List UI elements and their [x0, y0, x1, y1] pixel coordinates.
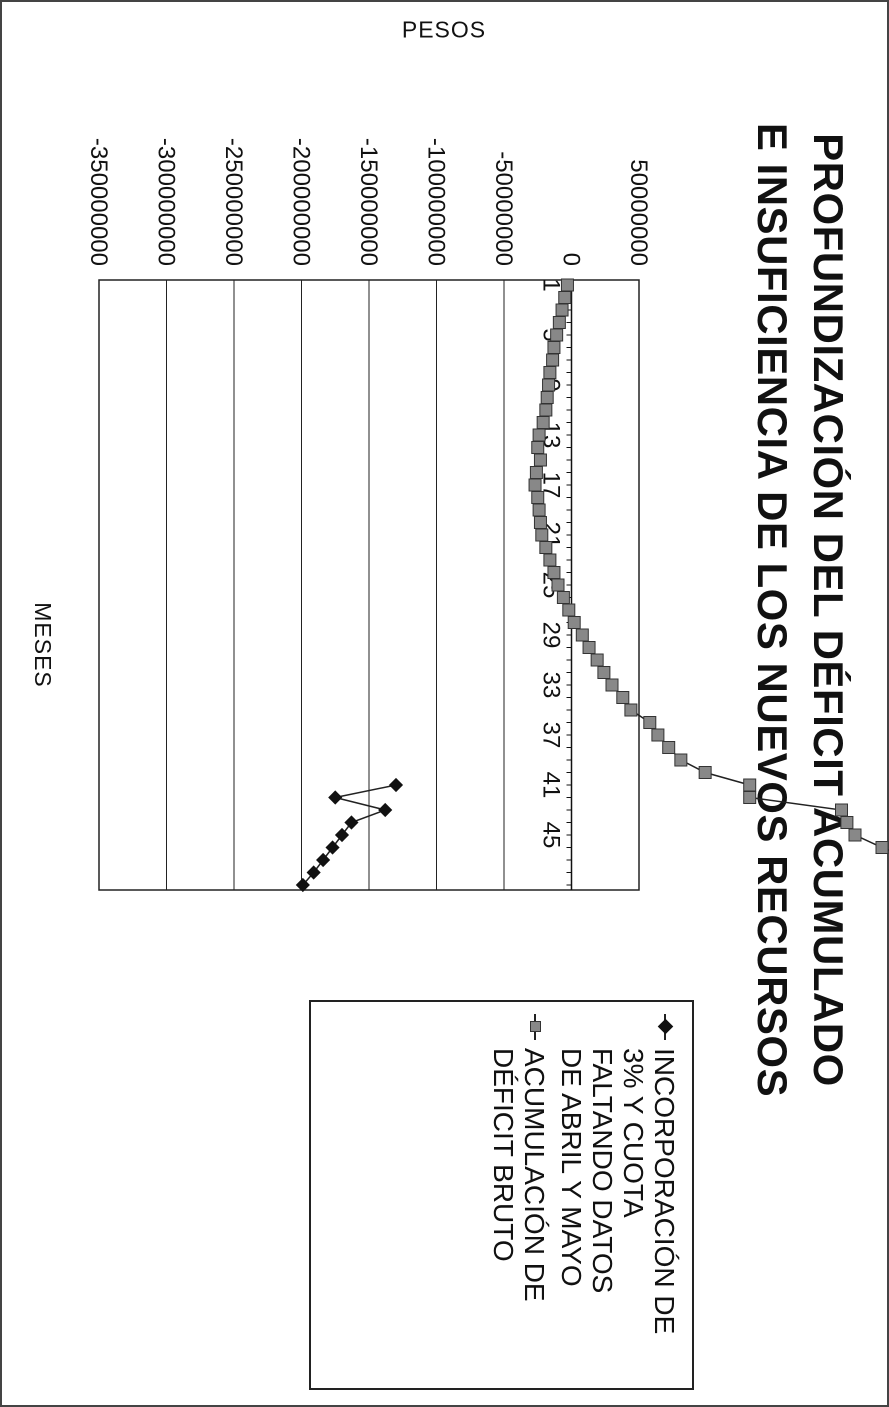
y-tick-label: 50000000: [625, 159, 652, 266]
data-point-square: [643, 716, 657, 729]
data-point-square: [543, 366, 557, 379]
data-point-square: [555, 303, 569, 317]
x-tick-label: 41: [538, 772, 565, 799]
legend-line-text: INCORPORACIÓN DE: [649, 1048, 680, 1335]
data-point-square: [597, 666, 611, 679]
data-point-square: [533, 516, 547, 529]
legend-line-text: ACUMULACIÓN DE: [519, 1048, 550, 1302]
data-point-square: [835, 803, 848, 817]
data-point-square: [539, 541, 553, 554]
legend-line-text: DE ABRIL Y MAYO: [556, 1048, 587, 1287]
data-point-square: [848, 828, 862, 842]
legend-diamond-marker: [657, 1018, 674, 1035]
y-tick-label: 0: [558, 253, 585, 266]
data-point-square: [546, 353, 560, 367]
data-point-diamond: [325, 840, 340, 855]
data-point-diamond: [378, 802, 393, 818]
data-point-square: [540, 391, 554, 404]
data-point-square: [674, 753, 688, 767]
legend-label-series-2: ACUMULACIÓN DE DÉFICIT BRUTO: [488, 1048, 550, 1384]
y-tick-label: -100000000: [423, 138, 450, 266]
data-point-square: [539, 403, 553, 417]
data-point-square: [560, 278, 574, 292]
data-point-square: [542, 378, 556, 392]
data-point-diamond: [306, 865, 321, 880]
legend-line-text: FALTANDO DATOS: [587, 1048, 618, 1294]
data-point-square: [590, 653, 604, 667]
data-point-square: [582, 641, 596, 654]
data-point-diamond: [344, 815, 359, 830]
x-tick-label: 33: [538, 672, 565, 699]
legend-line-text: 3% Y CUOTA: [618, 1048, 649, 1218]
data-point-square: [743, 791, 757, 804]
x-tick-label: 29: [538, 622, 565, 649]
data-point-square: [551, 578, 565, 592]
data-point-diamond: [334, 827, 350, 843]
legend-square-marker: [530, 1021, 541, 1032]
data-point-square: [536, 416, 550, 429]
y-tick-label: -300000000: [153, 138, 180, 266]
data-point-square: [531, 441, 545, 454]
data-point-square: [840, 816, 854, 829]
data-point-square: [535, 528, 549, 542]
data-point-square: [616, 691, 630, 704]
data-point-square: [532, 503, 546, 517]
series-line-2: [534, 284, 889, 886]
data-point-square: [532, 428, 546, 442]
y-tick-label: -150000000: [355, 138, 382, 266]
data-point-diamond: [316, 852, 331, 868]
data-point-square: [698, 766, 712, 779]
data-point-diamond: [388, 777, 404, 793]
legend: INCORPORACIÓN DE 3% Y CUOTA FALTANDO DAT…: [309, 1000, 694, 1390]
data-point-square: [575, 628, 589, 642]
x-tick-label: 45: [538, 822, 565, 849]
data-point-square: [533, 453, 547, 467]
data-point-square: [543, 553, 557, 567]
data-point-square: [550, 328, 564, 342]
x-tick-label: 37: [538, 722, 565, 749]
data-point-square: [743, 778, 757, 792]
data-point-diamond: [328, 790, 343, 805]
y-tick-label: -200000000: [288, 138, 315, 266]
y-tick-label: -50000000: [490, 151, 517, 266]
y-tick-label: -250000000: [220, 138, 247, 266]
data-point-square: [529, 466, 543, 479]
data-point-square: [552, 316, 566, 329]
legend-line-text: DÉFICIT BRUTO: [488, 1048, 519, 1262]
data-point-diamond: [295, 877, 310, 893]
data-point-square: [558, 291, 572, 304]
data-point-square: [547, 566, 561, 579]
y-tick-label: -350000000: [85, 138, 112, 266]
data-point-square: [556, 591, 570, 604]
data-point-square: [624, 703, 638, 717]
data-point-square: [567, 616, 581, 629]
data-point-square: [547, 341, 561, 354]
data-point-square: [528, 478, 542, 492]
legend-label-series-1: INCORPORACIÓN DE 3% Y CUOTA FALTANDO DAT…: [556, 1048, 680, 1384]
data-point-square: [875, 841, 889, 854]
x-tick-label: 1: [538, 278, 565, 291]
data-point-square: [662, 741, 676, 754]
data-point-square: [605, 678, 619, 692]
data-point-square: [531, 491, 545, 504]
data-point-square: [651, 728, 665, 742]
data-point-square: [562, 603, 576, 617]
